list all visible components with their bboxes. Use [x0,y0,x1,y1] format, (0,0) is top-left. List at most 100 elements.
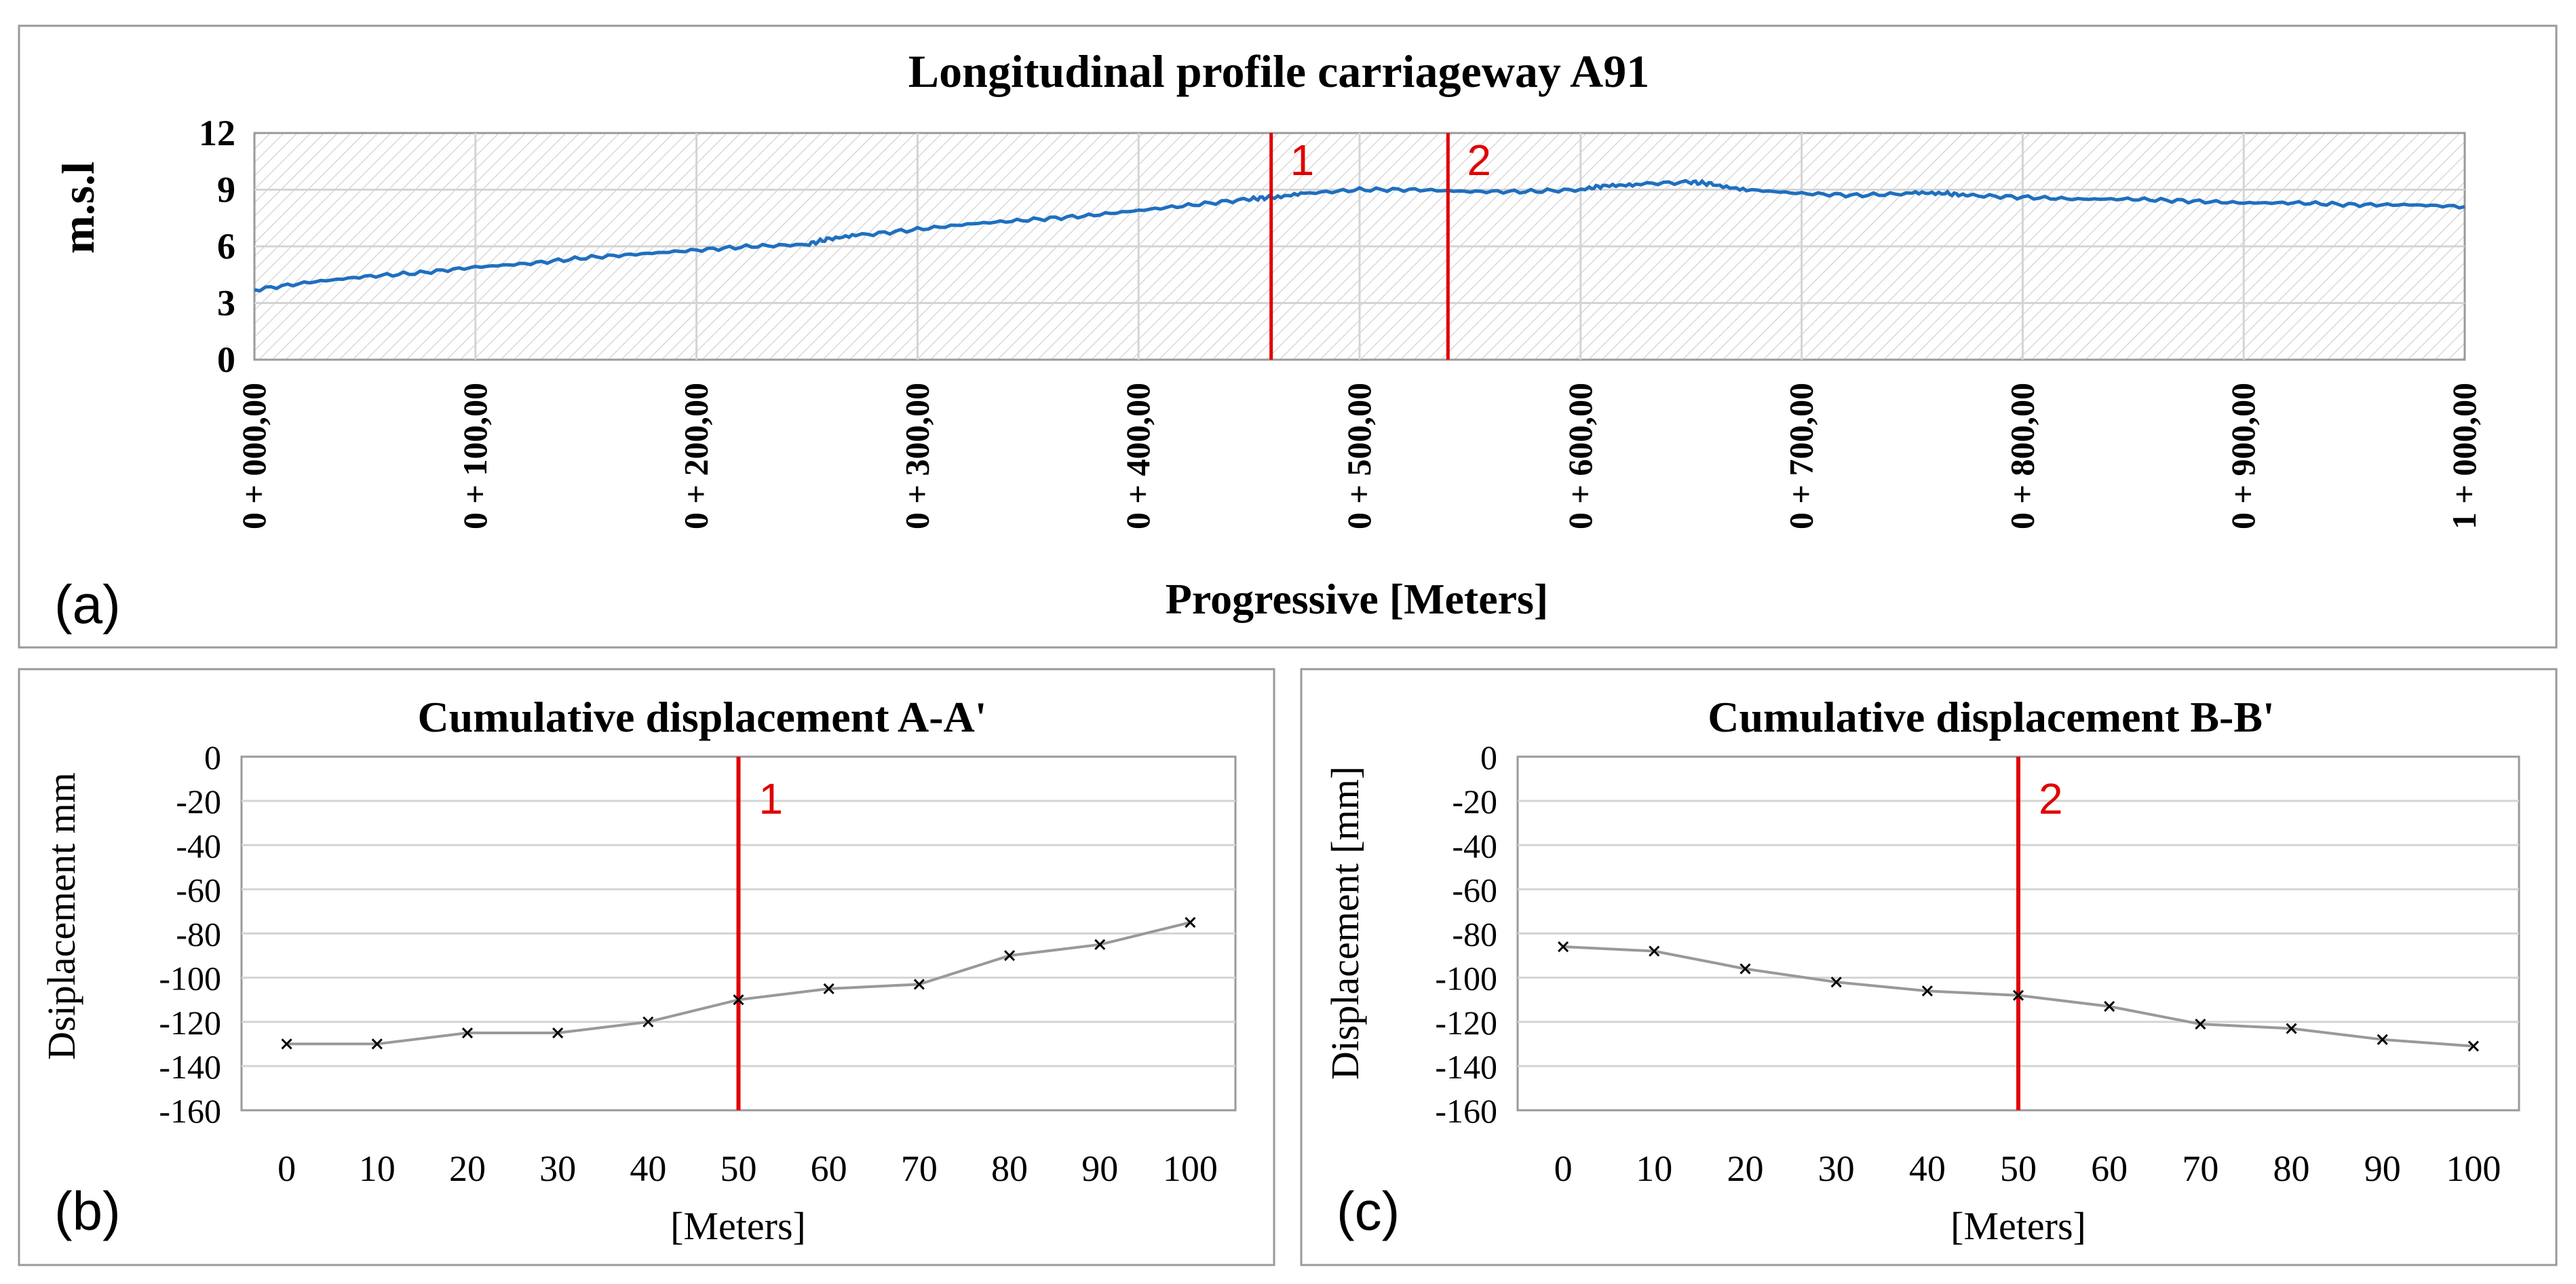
panel-b-xtick: 0 [277,1148,296,1189]
panel-a-letter: (a) [54,574,121,635]
panel-a-xtick: 0 + 000,00 [235,383,273,529]
panel-c-data-point [1649,945,1660,957]
panel-c-xtick: 100 [2446,1148,2501,1189]
panel-c-data-point [2104,1000,2115,1013]
panel-c-data-point [1739,963,1751,975]
panel-b-data-point [1094,939,1106,950]
panel-b-ylabel: Dsiplacement mm [39,772,83,1060]
panel-c-xlabel: [Meters] [1950,1204,2086,1248]
panel-b-data-point [371,1038,383,1050]
panel-b-data-point [913,979,925,990]
panel-a-ytick: 6 [217,226,235,267]
panel-c-ytick: -60 [1452,871,1497,909]
panel-b-xtick: 80 [991,1148,1028,1189]
panel-a-xtick: 0 + 100,00 [456,383,494,529]
panel-b-data-point [1003,949,1016,962]
panel-b-ytick: -20 [176,782,221,820]
panel-b-ytick: -40 [176,827,221,865]
panel-b-data-point [733,994,744,1006]
panel-b-ytick: -60 [176,871,221,909]
panel-b-ytick: -140 [159,1048,221,1086]
panel-b-ytick: -120 [159,1004,221,1042]
panel-b-data-point [1185,917,1196,928]
panel-c-ytick: -160 [1435,1092,1497,1130]
panel-c-data-point [2286,1023,2297,1034]
panel-c-data-point [2467,1040,2479,1052]
panel-c-ytick: -100 [1435,960,1497,998]
panel-b-xtick: 40 [630,1148,666,1189]
panel-a-ytick: 0 [217,339,235,380]
panel-c-ytick: 0 [1480,738,1497,776]
panel-b-letter: (b) [54,1181,121,1241]
panel-c-ytick: -120 [1435,1004,1497,1042]
panel-b-ytick: -160 [159,1092,221,1130]
panel-a-xtick: 0 + 700,00 [1782,383,1820,529]
panel-c-xtick: 90 [2364,1148,2401,1189]
panel-a: Longitudinal profile carriageway A91 m.s… [18,24,2558,649]
panel-c-xtick: 60 [2091,1148,2128,1189]
panel-b-data-point [281,1038,292,1050]
panel-b-ytick: 0 [204,738,221,776]
panel-b-data-point [461,1027,474,1039]
panel-c-xtick: 40 [1909,1148,1946,1189]
panel-a-ylabel: m.s.l [52,162,104,254]
panel-a-xtick: 1 + 000,00 [2445,383,2483,529]
panel-c-letter: (c) [1337,1181,1400,1241]
panel-b-frame [18,668,1275,1266]
panel-a-xtick: 0 + 800,00 [2003,383,2041,529]
panel-c-xtick: 10 [1636,1148,1672,1189]
panel-c-ytick: -140 [1435,1048,1497,1086]
panel-c-xtick: 20 [1727,1148,1763,1189]
panel-a-xtick: 0 + 900,00 [2224,383,2262,529]
panel-a-ytick: 9 [217,170,235,210]
panel-c-data-point [2195,1018,2206,1030]
panel-c-ytick: -80 [1452,915,1497,953]
panel-b-data-point [642,1016,654,1027]
panel-b-xtick: 70 [901,1148,938,1189]
panel-a-xtick: 0 + 500,00 [1340,383,1378,529]
panel-b-data-point [823,983,834,994]
panel-b-xtick: 50 [720,1148,757,1189]
panel-a-ytick: 12 [199,113,235,153]
panel-b-title: Cumulative displacement A-A' [417,693,986,741]
panel-b-xtick: 30 [539,1148,576,1189]
panel-c-data-point [2377,1034,2388,1045]
panel-c-marker-label: 2 [2039,774,2063,823]
panel-b-ytick: -100 [159,960,221,998]
panel-c-xtick: 50 [2000,1148,2037,1189]
panel-a-frame [18,24,2558,649]
panel-c-ytick: -20 [1452,782,1497,820]
panel-b-xtick: 90 [1081,1148,1118,1189]
panel-b: Cumulative displacement A-A' Dsiplacemen… [18,668,1275,1266]
panel-b-xtick: 60 [811,1148,847,1189]
panel-b-marker-label: 1 [759,774,784,823]
panel-c-xtick: 30 [1818,1148,1855,1189]
panel-b-ytick: -80 [176,915,221,953]
panel-c-title: Cumulative displacement B-B' [1708,693,2275,741]
panel-b-xtick: 10 [359,1148,396,1189]
panel-c-data-point [2012,989,2024,1001]
panel-b-data-point [552,1027,564,1039]
panel-c-data-point [1558,941,1569,953]
panel-a-xtick: 0 + 200,00 [677,383,715,529]
panel-a-xtick: 0 + 600,00 [1561,383,1599,529]
panel-c-data-point [1921,985,1933,997]
panel-c-data-point [1830,977,1842,988]
panel-c-xtick: 70 [2182,1148,2218,1189]
panel-c-ytick: -40 [1452,827,1497,865]
panel-a-xtick: 0 + 400,00 [1119,383,1157,529]
panel-c-ylabel: Displacement [mm] [1323,766,1367,1080]
panel-a-title: Longitudinal profile carriageway A91 [908,45,1649,97]
panel-a-xlabel: Progressive [Meters] [1166,575,1548,623]
panel-a-marker-label: 1 [1290,136,1315,185]
panel-b-xtick: 100 [1163,1148,1218,1189]
panel-c-frame [1300,668,2558,1266]
panel-b-xtick: 20 [449,1148,486,1189]
panel-a-marker-label: 2 [1467,136,1491,185]
panel-c: Cumulative displacement B-B' Displacemen… [1300,668,2558,1266]
panel-c-xtick: 80 [2273,1148,2310,1189]
panel-b-xlabel: [Meters] [670,1204,806,1248]
panel-a-profile-line [254,178,2465,293]
panel-c-xtick: 0 [1554,1148,1573,1189]
